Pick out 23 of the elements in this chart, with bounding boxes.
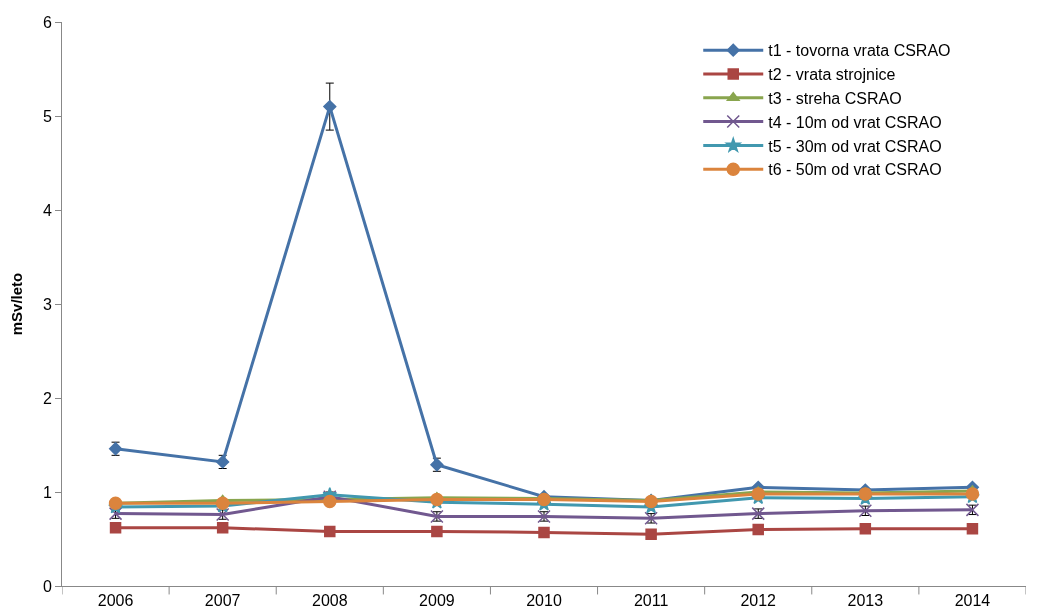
x-tick-label: 2014 <box>954 592 991 610</box>
y-axis-title: mSv/leto <box>8 272 25 336</box>
legend-label: t5 - 30m od vrat CSRAO <box>768 137 942 155</box>
y-tick-label: 5 <box>42 107 52 125</box>
y-tick-label: 3 <box>42 295 52 313</box>
legend-label: t2 - vrata strojnice <box>768 66 896 84</box>
x-tick-label: 2013 <box>847 592 884 610</box>
y-tick-label: 1 <box>42 483 52 501</box>
x-tick-label: 2011 <box>633 592 669 610</box>
x-tick-label: 2010 <box>526 592 562 610</box>
x-tick-label: 2012 <box>740 592 777 610</box>
x-tick-label: 2008 <box>311 592 348 610</box>
y-tick-label: 6 <box>42 13 52 31</box>
y-tick-label: 2 <box>42 389 52 407</box>
legend-label: t6 - 50m od vrat CSRAO <box>768 161 942 179</box>
legend-label: t3 - streha CSRAO <box>768 90 902 108</box>
y-tick-label: 0 <box>42 577 52 595</box>
legend-label: t1 - tovorna vrata CSRAO <box>768 42 951 60</box>
x-tick-label: 2006 <box>97 592 134 610</box>
y-tick-label: 4 <box>42 201 52 219</box>
x-tick-label: 2007 <box>204 592 241 610</box>
legend-label: t4 - 10m od vrat CSRAO <box>768 113 942 131</box>
x-tick-label: 2009 <box>419 592 455 610</box>
